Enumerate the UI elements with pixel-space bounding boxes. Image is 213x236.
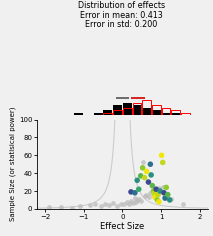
Point bbox=[123, 202, 126, 206]
Bar bbox=[123, 103, 132, 115]
Bar bbox=[162, 113, 170, 115]
Point bbox=[71, 206, 74, 210]
Point bbox=[137, 197, 140, 201]
Point bbox=[133, 196, 137, 200]
Point bbox=[153, 195, 157, 199]
Point bbox=[145, 193, 148, 196]
Point bbox=[161, 160, 164, 164]
Point bbox=[94, 202, 97, 206]
Point bbox=[107, 203, 111, 207]
Point bbox=[153, 192, 156, 196]
Point bbox=[129, 190, 133, 194]
Point bbox=[103, 202, 107, 205]
Point bbox=[147, 195, 151, 199]
Point bbox=[155, 192, 158, 196]
Y-axis label: Sample Size (or statisical power): Sample Size (or statisical power) bbox=[10, 107, 16, 221]
Bar bbox=[142, 108, 151, 115]
Point bbox=[156, 193, 160, 196]
Point bbox=[143, 176, 146, 180]
Point bbox=[164, 185, 168, 189]
Point bbox=[151, 184, 154, 188]
Point bbox=[181, 202, 184, 206]
Bar bbox=[94, 113, 103, 115]
Point bbox=[135, 198, 139, 202]
Text: Distribution of effects: Distribution of effects bbox=[78, 1, 165, 10]
Bar bbox=[113, 110, 122, 115]
Point bbox=[157, 200, 161, 204]
Point bbox=[143, 194, 147, 198]
Bar bbox=[162, 108, 170, 115]
Point bbox=[139, 174, 142, 178]
Point bbox=[163, 196, 167, 200]
Bar bbox=[171, 110, 180, 115]
Point bbox=[47, 205, 51, 209]
Point bbox=[133, 191, 137, 195]
Point bbox=[128, 202, 131, 205]
Point bbox=[153, 194, 156, 197]
Point bbox=[160, 153, 163, 157]
Bar bbox=[152, 105, 161, 115]
Point bbox=[158, 186, 161, 190]
Point bbox=[88, 203, 91, 207]
Bar bbox=[75, 113, 83, 115]
Point bbox=[139, 199, 143, 203]
Point bbox=[78, 204, 82, 208]
Point bbox=[149, 162, 152, 166]
Bar bbox=[171, 113, 180, 115]
Point bbox=[149, 191, 152, 195]
Bar bbox=[142, 101, 151, 115]
Bar bbox=[104, 110, 112, 115]
Point bbox=[158, 189, 162, 193]
Bar bbox=[132, 105, 141, 115]
Point bbox=[132, 201, 135, 205]
Point bbox=[111, 201, 115, 205]
Point bbox=[152, 189, 155, 193]
Point bbox=[162, 191, 166, 195]
Point bbox=[135, 200, 138, 204]
Bar bbox=[152, 110, 161, 115]
Point bbox=[156, 198, 159, 202]
Point bbox=[141, 166, 144, 170]
Bar bbox=[123, 108, 132, 115]
Point bbox=[59, 205, 62, 209]
Point bbox=[154, 187, 158, 191]
Point bbox=[119, 202, 122, 205]
Bar bbox=[181, 113, 190, 115]
Bar bbox=[104, 113, 112, 115]
Point bbox=[150, 173, 153, 177]
Text: Error in std: 0.200: Error in std: 0.200 bbox=[85, 20, 158, 29]
Point bbox=[99, 204, 103, 208]
Point bbox=[147, 180, 150, 184]
Bar bbox=[132, 103, 141, 115]
Point bbox=[125, 200, 129, 204]
Point bbox=[115, 204, 118, 208]
Point bbox=[166, 193, 170, 196]
Point bbox=[129, 199, 133, 203]
Bar bbox=[113, 105, 122, 115]
Text: Error in mean: 0.413: Error in mean: 0.413 bbox=[80, 11, 163, 20]
X-axis label: Effect Size: Effect Size bbox=[100, 223, 145, 232]
Point bbox=[151, 189, 154, 193]
Point bbox=[168, 198, 171, 202]
Point bbox=[135, 178, 139, 182]
Point bbox=[165, 195, 169, 199]
Point bbox=[169, 197, 173, 201]
Point bbox=[145, 169, 148, 173]
Point bbox=[161, 185, 165, 188]
Point bbox=[141, 160, 144, 164]
Point bbox=[137, 187, 140, 191]
